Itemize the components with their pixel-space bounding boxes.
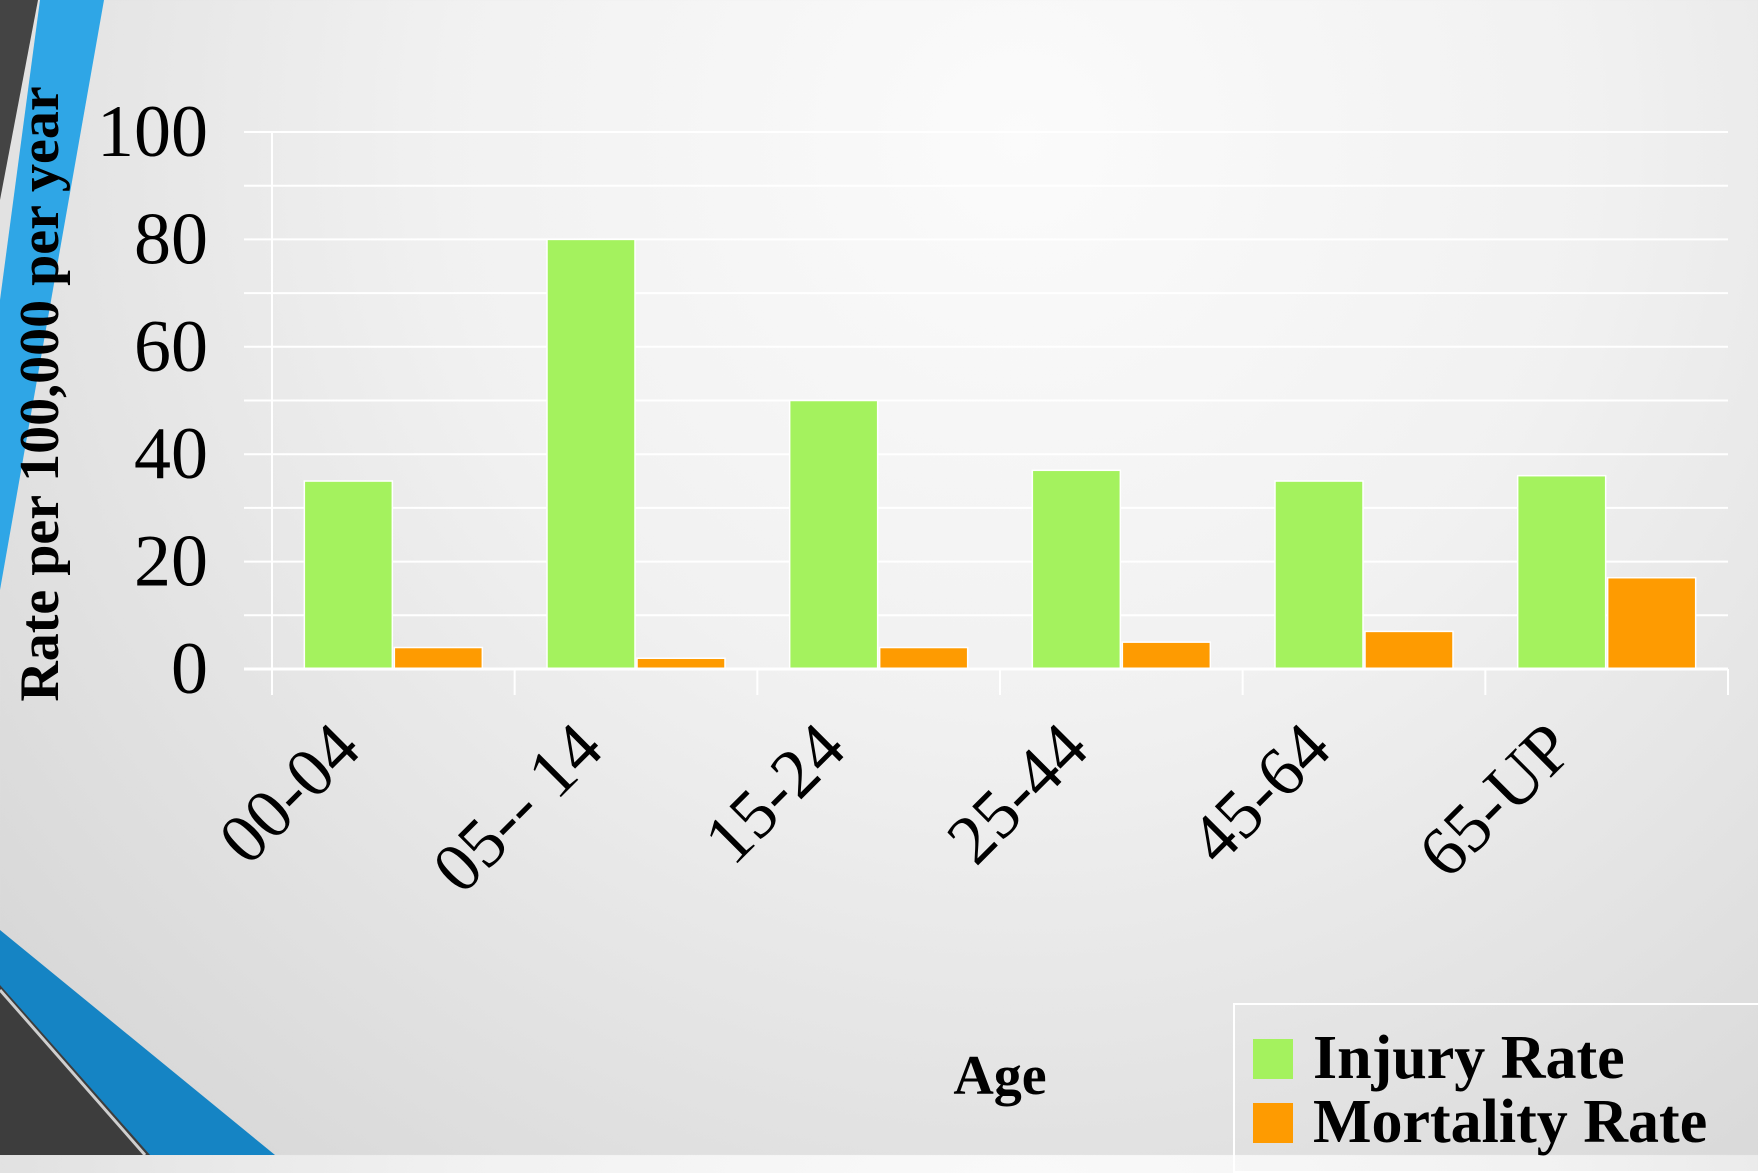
axes xyxy=(244,132,1729,695)
bar-injury-2 xyxy=(788,399,879,670)
legend-swatch-injury xyxy=(1253,1039,1293,1079)
legend: Injury Rate Mortality Rate xyxy=(1233,1003,1758,1173)
x-category-label: 00-04 xyxy=(205,709,375,879)
x-category-label: 15-24 xyxy=(690,709,860,879)
legend-label-injury: Injury Rate xyxy=(1313,1024,1625,1092)
x-category-label: 65-UP xyxy=(1404,709,1588,893)
bar-mortality-1 xyxy=(636,657,726,670)
bar-mortality-4 xyxy=(1364,630,1454,670)
legend-swatch-mortality xyxy=(1253,1103,1293,1143)
y-tick-labels: 0 20 40 60 80 100 xyxy=(97,91,208,710)
bars xyxy=(303,238,1697,670)
bar-mortality-5 xyxy=(1606,576,1697,670)
bar-injury-0 xyxy=(303,480,394,670)
x-axis-title: Age xyxy=(953,1045,1046,1107)
bar-injury-3 xyxy=(1031,469,1122,670)
bar-injury-1 xyxy=(546,238,636,670)
bar-mortality-3 xyxy=(1121,641,1212,670)
deco-stripe-gray xyxy=(0,0,38,200)
legend-label-mortality: Mortality Rate xyxy=(1313,1088,1708,1156)
y-tick-label: 40 xyxy=(134,413,208,495)
y-tick-label: 0 xyxy=(171,628,208,710)
deco-corner-edge xyxy=(0,989,147,1155)
grid-lines xyxy=(244,131,1728,617)
deco-stripe-blue xyxy=(0,0,104,590)
bar-mortality-2 xyxy=(878,646,969,670)
y-tick-label: 80 xyxy=(134,198,208,280)
bar-mortality-0 xyxy=(393,646,484,670)
y-tick-label: 20 xyxy=(134,521,208,603)
bar-injury-4 xyxy=(1274,480,1364,670)
y-tick-label: 100 xyxy=(97,91,208,173)
deco-corner-gray xyxy=(0,985,150,1155)
x-category-label: 25-44 xyxy=(933,709,1103,879)
y-tick-label: 60 xyxy=(134,306,208,388)
x-category-labels: 00-04 05-- 14 15-24 25-44 45-64 65-UP xyxy=(205,709,1588,908)
y-axis-title: Rate per 100,000 per year xyxy=(9,86,71,701)
bar-injury-5 xyxy=(1516,474,1607,670)
x-category-label: 05-- 14 xyxy=(419,709,618,908)
x-category-label: 45-64 xyxy=(1175,709,1345,879)
